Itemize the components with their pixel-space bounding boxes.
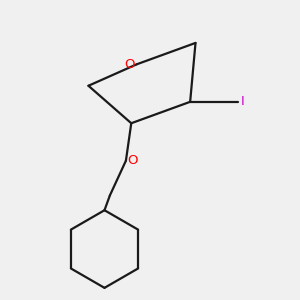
Text: O: O (128, 154, 138, 167)
Text: O: O (125, 58, 135, 71)
Text: I: I (241, 95, 245, 108)
